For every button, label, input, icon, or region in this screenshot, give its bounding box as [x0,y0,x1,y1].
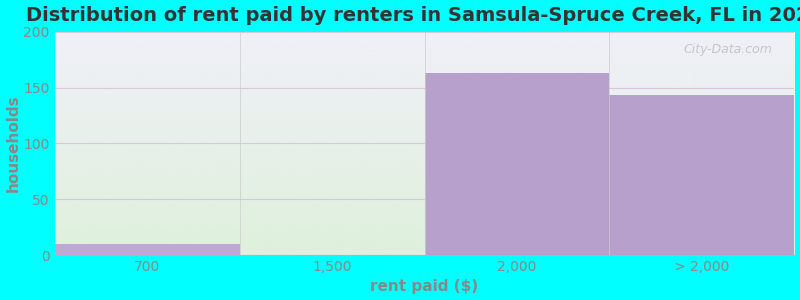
X-axis label: rent paid ($): rent paid ($) [370,279,478,294]
Bar [610,95,794,255]
Text: City-Data.com: City-Data.com [683,43,772,56]
Bar [54,244,239,255]
Bar [425,73,610,255]
Y-axis label: households: households [6,94,21,192]
Title: Distribution of rent paid by renters in Samsula-Spruce Creek, FL in 2022: Distribution of rent paid by renters in … [26,6,800,25]
